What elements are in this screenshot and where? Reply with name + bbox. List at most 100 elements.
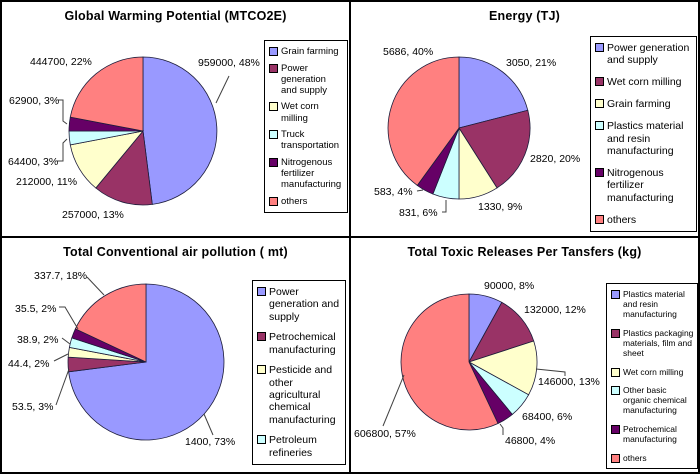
slice-label: 35.5, 2%: [15, 303, 57, 315]
legend-label: Other basic organic chemical manufacturi…: [623, 385, 687, 416]
legend-label: Power generation and supply: [607, 42, 690, 67]
legend-label: others: [281, 195, 308, 207]
slice-label: 5686, 40%: [383, 46, 434, 58]
legend-swatch: [269, 102, 278, 112]
slice-label: 38.9, 2%: [17, 334, 59, 346]
label-leader-line: [535, 368, 566, 376]
slice-label: 444700, 22%: [30, 56, 92, 68]
legend-swatch: [269, 47, 278, 56]
slice-label: 337.7, 18%: [34, 270, 88, 282]
chart-title: Total Conventional air pollution ( mt): [63, 245, 288, 259]
legend-item: Grain farming: [595, 98, 693, 110]
label-leader-line: [499, 423, 504, 435]
legend-swatch: [257, 332, 266, 342]
legend-label: Wet corn milling: [623, 366, 684, 377]
pie-chart: [382, 293, 566, 435]
legend-item: Power generation and supply: [257, 286, 342, 323]
legend-item: Plastics packaging materials, film and s…: [611, 328, 694, 358]
legend-item: others: [611, 453, 694, 463]
legend-swatch: [595, 99, 604, 109]
legend-label: Pesticide and other agricultural chemica…: [269, 364, 336, 426]
legend-item: Petrochemical manufacturing: [257, 331, 342, 356]
label-leader-line: [203, 413, 214, 436]
pie-slice: [142, 56, 218, 205]
legend-item: others: [595, 214, 693, 226]
legend-label: Wet corn milling: [281, 101, 319, 124]
legend-swatch: [611, 425, 620, 435]
legend-item: Wet corn milling: [611, 367, 694, 377]
pie-slice: [387, 56, 460, 186]
slice-label: 959000, 48%: [198, 57, 260, 69]
chart-global-warming-potential: Global Warming Potential (MTCO2E) 959000…: [2, 2, 349, 236]
legend-item: Petrochemical manufacturing: [611, 424, 694, 444]
legend-label: Plastics packaging materials, film and s…: [623, 327, 694, 358]
label-leader-line: [55, 368, 70, 406]
slice-label: 90000, 8%: [484, 280, 535, 292]
legend-item: Nitrogenous fertilizer manufacturing: [595, 167, 693, 204]
chart-title: Global Warming Potential (MTCO2E): [64, 9, 287, 23]
label-leader-line: [58, 99, 68, 125]
legend-box: Power generation and supply Wet corn mill…: [590, 36, 697, 232]
slice-label: 3050, 21%: [506, 57, 557, 69]
legend-swatch: [257, 365, 266, 375]
label-leader-line: [59, 306, 79, 330]
pie-slice: [458, 56, 529, 129]
legend-label: Grain farming: [607, 98, 671, 111]
legend-label: Nitrogenous fertilizer manufacturing: [607, 166, 674, 204]
legend-label: Petrochemical manufacturing: [623, 424, 677, 445]
legend-swatch: [269, 130, 278, 140]
label-leader-line: [86, 276, 105, 296]
slice-label: 62900, 3%: [9, 95, 60, 107]
legend-swatch: [611, 386, 620, 396]
legend-item: Petroleum refineries: [257, 434, 342, 459]
legend-item: others: [269, 196, 344, 207]
legend-item: Wet corn milling: [269, 101, 344, 124]
slice-label: 64400, 3%: [8, 156, 59, 168]
legend-swatch: [595, 167, 604, 177]
legend-swatch: [595, 121, 604, 131]
label-leader-line: [57, 138, 68, 162]
chart-toxic-releases: Total Toxic Releases Per Tansfers (kg) 9…: [351, 238, 698, 472]
chart-air-pollution: Total Conventional air pollution ( mt) 1…: [2, 238, 349, 472]
legend-box: Grain farming Power generation and supply…: [264, 40, 348, 213]
pie-chart: [387, 56, 531, 213]
slice-label: 212000, 11%: [16, 176, 78, 188]
legend-swatch: [269, 157, 278, 167]
legend-label: Truck transportation: [281, 129, 340, 152]
label-leader-line: [53, 353, 69, 362]
legend-item: Other basic organic chemical manufacturi…: [611, 385, 694, 415]
pie-slice: [400, 293, 499, 431]
legend-label: Power generation and supply: [269, 286, 340, 323]
legend-label: Plastics material and resin manufacturin…: [607, 120, 684, 157]
label-leader-line: [416, 189, 424, 192]
legend-swatch: [611, 290, 620, 299]
legend-swatch: [611, 453, 620, 463]
slice-label: 2820, 20%: [530, 153, 581, 165]
label-leader-line: [382, 374, 405, 427]
legend-label: Power generation and supply: [281, 62, 327, 96]
slice-label: 68400, 6%: [522, 411, 573, 423]
legend-item: Plastics material and resin manufacturin…: [611, 289, 694, 319]
legend-swatch: [595, 43, 604, 52]
legend-item: Plastics material and resin manufacturin…: [595, 120, 693, 157]
legend-label: others: [607, 213, 637, 226]
legend-swatch: [595, 77, 604, 87]
legend-label: Grain farming: [281, 46, 339, 57]
chart-title: Energy (TJ): [489, 9, 560, 23]
pie-slice: [95, 130, 153, 206]
legend-item: Pesticide and other agricultural chemica…: [257, 364, 342, 426]
legend-label: others: [623, 452, 647, 463]
pie-chart: [53, 276, 225, 441]
legend-item: Power generation and supply: [595, 42, 693, 67]
slice-label: 132000, 12%: [524, 304, 586, 316]
pie-slice: [74, 283, 147, 363]
legend-item: Nitrogenous fertilizer manufacturing: [269, 157, 344, 191]
legend-label: Petroleum refineries: [269, 434, 317, 459]
legend-item: Wet corn milling: [595, 76, 693, 88]
slice-label: 46800, 4%: [505, 435, 556, 447]
legend-swatch: [269, 63, 278, 73]
slice-label: 53.5, 3%: [12, 401, 54, 413]
slice-label: 831, 6%: [399, 207, 438, 219]
pie-slice: [69, 56, 144, 132]
